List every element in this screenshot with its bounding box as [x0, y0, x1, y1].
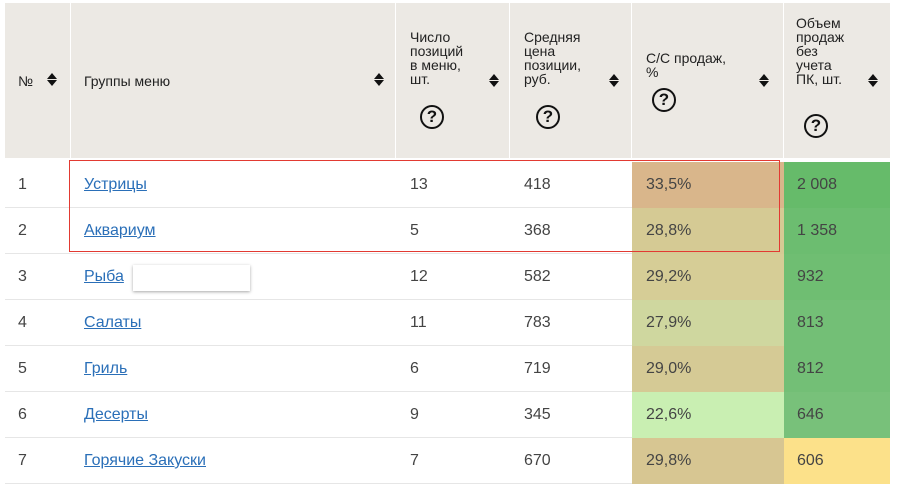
- avg-price-value: 582: [524, 268, 551, 285]
- help-icon[interactable]: ?: [804, 114, 828, 138]
- header-avg-price-label: Средняя цена позиции, руб.: [524, 29, 581, 87]
- row-num: 6: [18, 406, 27, 423]
- group-link[interactable]: Рыба: [84, 268, 124, 285]
- row-num: 7: [18, 452, 27, 469]
- positions-value: 12: [410, 268, 428, 285]
- sort-icon[interactable]: [609, 74, 619, 88]
- blank-popup: [133, 265, 250, 291]
- positions-value: 7: [410, 452, 419, 469]
- table-row: 4 Салаты 11 783 27,9% 813: [5, 300, 890, 346]
- table-row: 3 Рыба 12 582 29,2% 932: [5, 254, 890, 300]
- row-num: 1: [18, 176, 27, 193]
- cost-share-value: 22,6%: [632, 392, 784, 438]
- help-icon[interactable]: ?: [536, 105, 560, 129]
- volume-value: 2 008: [784, 162, 890, 208]
- header-num[interactable]: №: [5, 3, 71, 158]
- help-icon[interactable]: ?: [652, 88, 676, 112]
- volume-value: 1 358: [784, 208, 890, 254]
- group-link[interactable]: Устрицы: [84, 176, 147, 193]
- positions-value: 9: [410, 406, 419, 423]
- row-num: 2: [18, 222, 27, 239]
- volume-value: 812: [784, 346, 890, 392]
- cost-share-value: 29,0%: [632, 346, 784, 392]
- header-volume[interactable]: Объем продаж без учета ПК, шт. ?: [784, 3, 890, 158]
- sort-icon[interactable]: [868, 74, 878, 88]
- header-positions[interactable]: Число позиций в меню, шт. ?: [396, 3, 510, 158]
- table-row: 1 Устрицы 13 418 33,5% 2 008: [5, 162, 890, 208]
- volume-value: 813: [784, 300, 890, 346]
- sort-icon[interactable]: [374, 73, 384, 87]
- table-row: 6 Десерты 9 345 22,6% 646: [5, 392, 890, 438]
- highlight-box: [69, 160, 780, 252]
- volume-value: 606: [784, 438, 890, 484]
- header-volume-label: Объем продаж без учета ПК, шт.: [796, 15, 845, 87]
- positions-value: 6: [410, 360, 419, 377]
- header-cost-share-label: С/С продаж, %: [646, 50, 727, 80]
- table-row: 2 Аквариум 5 368 28,8% 1 358: [5, 208, 890, 254]
- positions-value: 5: [410, 222, 419, 239]
- row-num: 5: [18, 360, 27, 377]
- row-num: 3: [18, 268, 27, 285]
- avg-price-value: 719: [524, 360, 551, 377]
- volume-value: 932: [784, 254, 890, 300]
- header-num-label: №: [18, 73, 34, 89]
- group-link[interactable]: Десерты: [84, 406, 149, 423]
- sort-icon[interactable]: [489, 74, 499, 88]
- table-header: № Группы меню Число позиций в меню, шт. …: [5, 3, 890, 158]
- positions-value: 13: [410, 176, 428, 193]
- avg-price-value: 783: [524, 314, 551, 331]
- header-positions-label: Число позиций в меню, шт.: [410, 29, 464, 87]
- cost-share-value: 27,9%: [632, 300, 784, 346]
- group-link[interactable]: Салаты: [84, 314, 142, 331]
- header-avg-price[interactable]: Средняя цена позиции, руб. ?: [510, 3, 632, 158]
- group-link[interactable]: Горячие Закуски: [84, 452, 206, 469]
- volume-value: 646: [784, 392, 890, 438]
- avg-price-value: 418: [524, 176, 551, 193]
- avg-price-value: 670: [524, 452, 551, 469]
- group-link[interactable]: Гриль: [84, 360, 128, 377]
- sort-icon[interactable]: [759, 74, 769, 88]
- cost-share-value: 29,8%: [632, 438, 784, 484]
- row-num: 4: [18, 314, 27, 331]
- group-link[interactable]: Аквариум: [84, 222, 156, 239]
- avg-price-value: 345: [524, 406, 551, 423]
- help-icon[interactable]: ?: [420, 105, 444, 129]
- header-cost-share[interactable]: С/С продаж, % ?: [632, 3, 784, 158]
- header-group-label: Группы меню: [84, 73, 171, 89]
- cost-share-value: 33,5%: [632, 162, 784, 208]
- cost-share-value: 29,2%: [632, 254, 784, 300]
- table-row: 5 Гриль 6 719 29,0% 812: [5, 346, 890, 392]
- cost-share-value: 28,8%: [632, 208, 784, 254]
- avg-price-value: 368: [524, 222, 551, 239]
- sort-icon[interactable]: [47, 73, 57, 87]
- header-group[interactable]: Группы меню: [71, 3, 396, 158]
- table-row: 7 Горячие Закуски 7 670 29,8% 606: [5, 438, 890, 484]
- positions-value: 11: [410, 314, 427, 331]
